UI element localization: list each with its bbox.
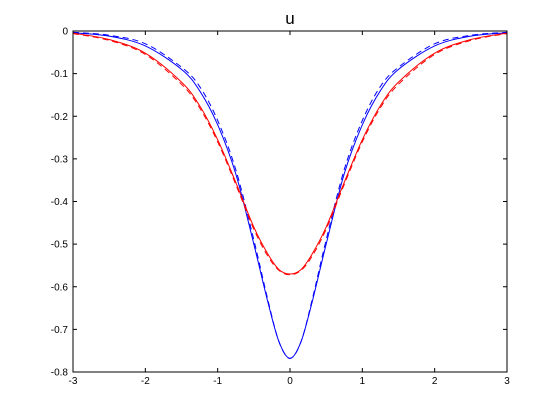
ticks-layer: -3 -2 -1 0 1 2 3 0 -0.1 -0.2 -0.3 -0.4 -0.5 -0.6 -0.7 -… (51, 27, 510, 388)
y-tick-label: -0.3 (51, 154, 69, 165)
x-tick-label: 0 (287, 376, 293, 387)
y-tick-label: 0 (62, 27, 68, 38)
axes-box (72, 30, 508, 373)
x-tick-label: 1 (360, 376, 366, 387)
y-tick-label: -0.7 (51, 325, 69, 336)
series-line-1 (73, 32, 507, 359)
x-tick-label: -3 (69, 376, 78, 387)
y-tick-label: -0.4 (51, 197, 69, 208)
x-tick-label: -1 (213, 376, 222, 387)
y-tick-label: -0.1 (51, 69, 69, 80)
series-line-2 (73, 31, 507, 359)
series-line-4 (73, 33, 507, 276)
y-tick-label: -0.5 (51, 240, 69, 251)
x-tick-label: 2 (432, 376, 438, 387)
series-line-3 (73, 32, 507, 275)
x-tick-label: 3 (504, 376, 510, 387)
chart-title: u (285, 9, 294, 28)
y-tick-label: -0.2 (51, 112, 69, 123)
x-tick-label: -2 (141, 376, 150, 387)
series-layer (73, 31, 507, 359)
y-tick-label: -0.6 (51, 282, 69, 293)
y-tick-label: -0.8 (51, 368, 69, 379)
